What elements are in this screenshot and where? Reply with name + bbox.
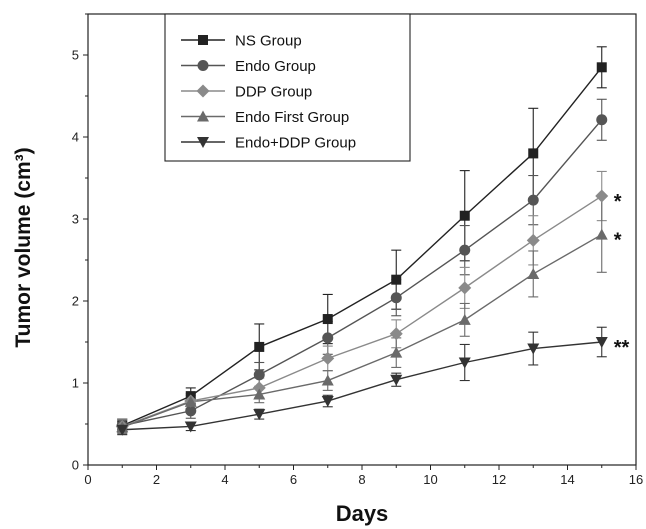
y-tick-label: 1 [72,376,79,391]
data-point [459,210,470,221]
series-lines [121,66,603,431]
x-tick-label: 12 [492,472,506,487]
series-line [121,66,603,427]
data-point [390,374,403,386]
data-point [322,332,334,344]
significance-marker: * [614,230,622,252]
legend-label: NS Group [235,33,302,50]
data-point [391,274,402,285]
x-tick-label: 8 [358,472,365,487]
significance-annotations: **** [614,191,630,359]
data-point [526,233,540,247]
data-point [527,343,540,355]
series-line [122,341,602,431]
legend-label: Endo Group [235,58,316,75]
x-tick-label: 2 [153,472,160,487]
x-tick-label: 16 [629,472,643,487]
y-tick-label: 5 [72,48,79,63]
legend-marker [197,110,209,122]
data-point [527,194,539,206]
data-point [321,374,334,386]
significance-marker: ** [614,337,630,359]
data-point [253,388,266,400]
legend-marker [196,84,210,98]
legend-marker [197,137,209,148]
data-point [390,346,403,358]
x-tick-label: 14 [560,472,574,487]
y-tick-label: 2 [72,294,79,309]
data-point [458,313,471,325]
x-tick-label: 6 [290,472,297,487]
series-line [122,195,603,428]
x-axis-title: Days [336,501,389,526]
data-point [253,409,266,421]
series-line [122,119,603,427]
data-point [252,381,266,395]
series-markers [115,62,609,436]
data-point [389,327,403,341]
data-point [596,62,607,73]
data-point [528,148,539,159]
data-point [321,396,334,408]
y-tick-label: 0 [72,458,79,473]
x-tick-label: 4 [221,472,228,487]
data-point [458,357,471,369]
data-point [184,421,197,433]
data-point [116,424,129,436]
data-point [459,244,471,256]
x-tick-label: 0 [84,472,91,487]
data-point [321,351,335,365]
x-tick-label: 10 [423,472,437,487]
data-point [527,267,540,279]
data-point [595,337,608,348]
legend-marker [197,60,209,71]
y-axis-title: Tumor volume (cm³) [12,147,35,347]
data-point [458,281,472,295]
legend-label: Endo First Group [235,109,349,126]
data-point [595,228,608,240]
data-point [596,114,608,126]
y-tick-label: 4 [72,130,79,145]
data-point [253,369,265,381]
legend-marker [198,35,208,45]
data-point [185,405,197,417]
significance-marker: * [614,191,622,213]
y-tick-label: 3 [72,212,79,227]
data-point [595,189,609,203]
data-point [322,314,333,325]
data-point [184,395,197,407]
data-point [254,341,265,352]
legend: NS Group Endo Group DDP Group Endo First Gr… [164,13,411,162]
series-line [122,233,603,428]
data-point [390,292,402,304]
legend-label: DDP Group [235,84,312,101]
legend-label: Endo+DDP Group [235,135,356,152]
